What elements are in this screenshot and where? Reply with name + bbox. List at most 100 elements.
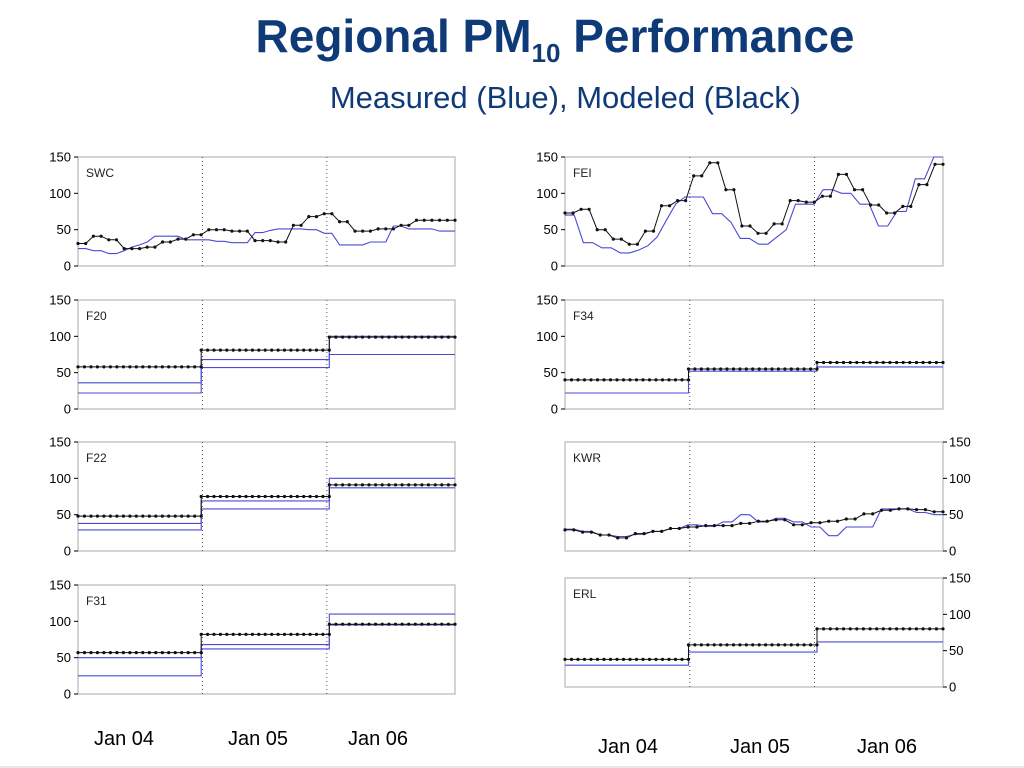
series-measured-0 bbox=[565, 641, 943, 666]
modeled-point bbox=[180, 365, 184, 369]
modeled-point bbox=[145, 245, 149, 249]
modeled-point bbox=[222, 228, 226, 232]
modeled-point bbox=[818, 521, 822, 525]
modeled-point bbox=[855, 360, 859, 365]
modeled-point bbox=[885, 211, 889, 215]
modeled-point bbox=[796, 367, 800, 371]
modeled-point bbox=[218, 632, 222, 637]
y-tick-label: 150 bbox=[949, 435, 971, 450]
modeled-point bbox=[440, 335, 444, 339]
modeled-point bbox=[147, 651, 151, 655]
modeled-point bbox=[380, 335, 384, 339]
modeled-point bbox=[407, 223, 411, 227]
modeled-point bbox=[820, 194, 825, 198]
modeled-point bbox=[134, 514, 138, 518]
modeled-point bbox=[809, 643, 813, 647]
modeled-point bbox=[868, 360, 872, 365]
modeled-point bbox=[693, 643, 697, 647]
station-label: F22 bbox=[86, 451, 107, 465]
modeled-point bbox=[641, 378, 645, 382]
series-measured-0 bbox=[78, 613, 455, 659]
modeled-point bbox=[299, 223, 303, 227]
modeled-point bbox=[587, 207, 591, 211]
modeled-point bbox=[800, 523, 804, 527]
modeled-point bbox=[700, 174, 704, 178]
modeled-point bbox=[76, 651, 80, 655]
chart-f22: 0 50 100 150 F22 bbox=[49, 435, 457, 559]
modeled-point bbox=[238, 632, 242, 637]
modeled-point bbox=[628, 657, 632, 662]
modeled-point bbox=[680, 657, 684, 662]
plot-frame bbox=[564, 441, 944, 552]
y-tick-label: 100 bbox=[949, 471, 971, 486]
modeled-point bbox=[322, 212, 326, 216]
modeled-point bbox=[212, 494, 216, 499]
y-tick-label: 0 bbox=[551, 402, 558, 417]
modeled-point bbox=[353, 229, 357, 233]
modeled-point bbox=[206, 348, 210, 352]
modeled-point bbox=[347, 622, 351, 626]
modeled-point bbox=[634, 378, 639, 382]
modeled-point bbox=[607, 533, 611, 537]
modeled-point bbox=[263, 632, 267, 637]
modeled-point bbox=[261, 239, 265, 243]
modeled-point bbox=[173, 514, 177, 518]
modeled-point bbox=[651, 529, 655, 534]
modeled-point bbox=[783, 518, 787, 522]
chart-f34: 0 50 100 150 F34 bbox=[536, 293, 945, 417]
chart-fei: 0 50 100 150 FEI bbox=[536, 150, 945, 274]
modeled-point bbox=[354, 622, 358, 626]
modeled-point bbox=[238, 229, 242, 233]
modeled-point bbox=[334, 335, 338, 339]
modeled-point bbox=[796, 199, 800, 203]
modeled-point bbox=[731, 643, 736, 647]
modeled-point bbox=[347, 483, 351, 487]
y-tick-label: 50 bbox=[57, 222, 71, 237]
modeled-point bbox=[673, 657, 678, 662]
modeled-point bbox=[757, 643, 761, 647]
chart-kwr: 0 50 100 150 KWR bbox=[563, 435, 971, 559]
modeled-point bbox=[582, 378, 587, 382]
y-tick-label: 150 bbox=[536, 150, 558, 165]
modeled-point bbox=[327, 335, 331, 339]
modeled-point bbox=[393, 622, 398, 626]
modeled-point bbox=[400, 622, 404, 626]
modeled-point bbox=[321, 348, 325, 352]
modeled-point bbox=[789, 367, 793, 371]
modeled-point bbox=[725, 367, 729, 371]
modeled-point bbox=[180, 651, 184, 655]
modeled-point bbox=[869, 203, 873, 207]
modeled-point bbox=[360, 622, 364, 626]
modeled-point bbox=[167, 651, 171, 655]
modeled-point bbox=[282, 632, 287, 637]
modeled-point bbox=[400, 335, 404, 339]
modeled-point bbox=[888, 360, 892, 365]
modeled-point bbox=[744, 367, 748, 371]
page-title: Regional PM10 Performance bbox=[0, 10, 1024, 66]
modeled-point bbox=[844, 517, 848, 521]
modeled-point bbox=[828, 194, 833, 198]
modeled-point bbox=[321, 632, 325, 637]
modeled-point bbox=[933, 162, 937, 166]
modeled-point bbox=[230, 229, 234, 233]
modeled-point bbox=[704, 524, 708, 528]
x-label-right-jan06: Jan 06 bbox=[857, 736, 918, 758]
modeled-point bbox=[76, 241, 80, 246]
chart-f31: 0 50 100 150 F31 bbox=[49, 578, 457, 702]
modeled-point bbox=[676, 199, 680, 203]
modeled-point bbox=[853, 517, 857, 521]
modeled-point bbox=[686, 643, 691, 647]
modeled-point bbox=[374, 335, 378, 339]
modeled-point bbox=[387, 335, 391, 339]
station-label: FEI bbox=[573, 166, 592, 180]
modeled-point bbox=[341, 622, 345, 626]
y-tick-label: 0 bbox=[64, 402, 71, 417]
modeled-point bbox=[861, 188, 865, 192]
modeled-point bbox=[231, 632, 235, 637]
modeled-point bbox=[413, 335, 417, 339]
modeled-point bbox=[128, 514, 132, 518]
subtitle-main: Measured (Blue), Modeled (Black bbox=[329, 80, 790, 115]
modeled-point bbox=[108, 365, 112, 369]
modeled-point bbox=[354, 335, 358, 339]
modeled-point bbox=[391, 227, 395, 231]
